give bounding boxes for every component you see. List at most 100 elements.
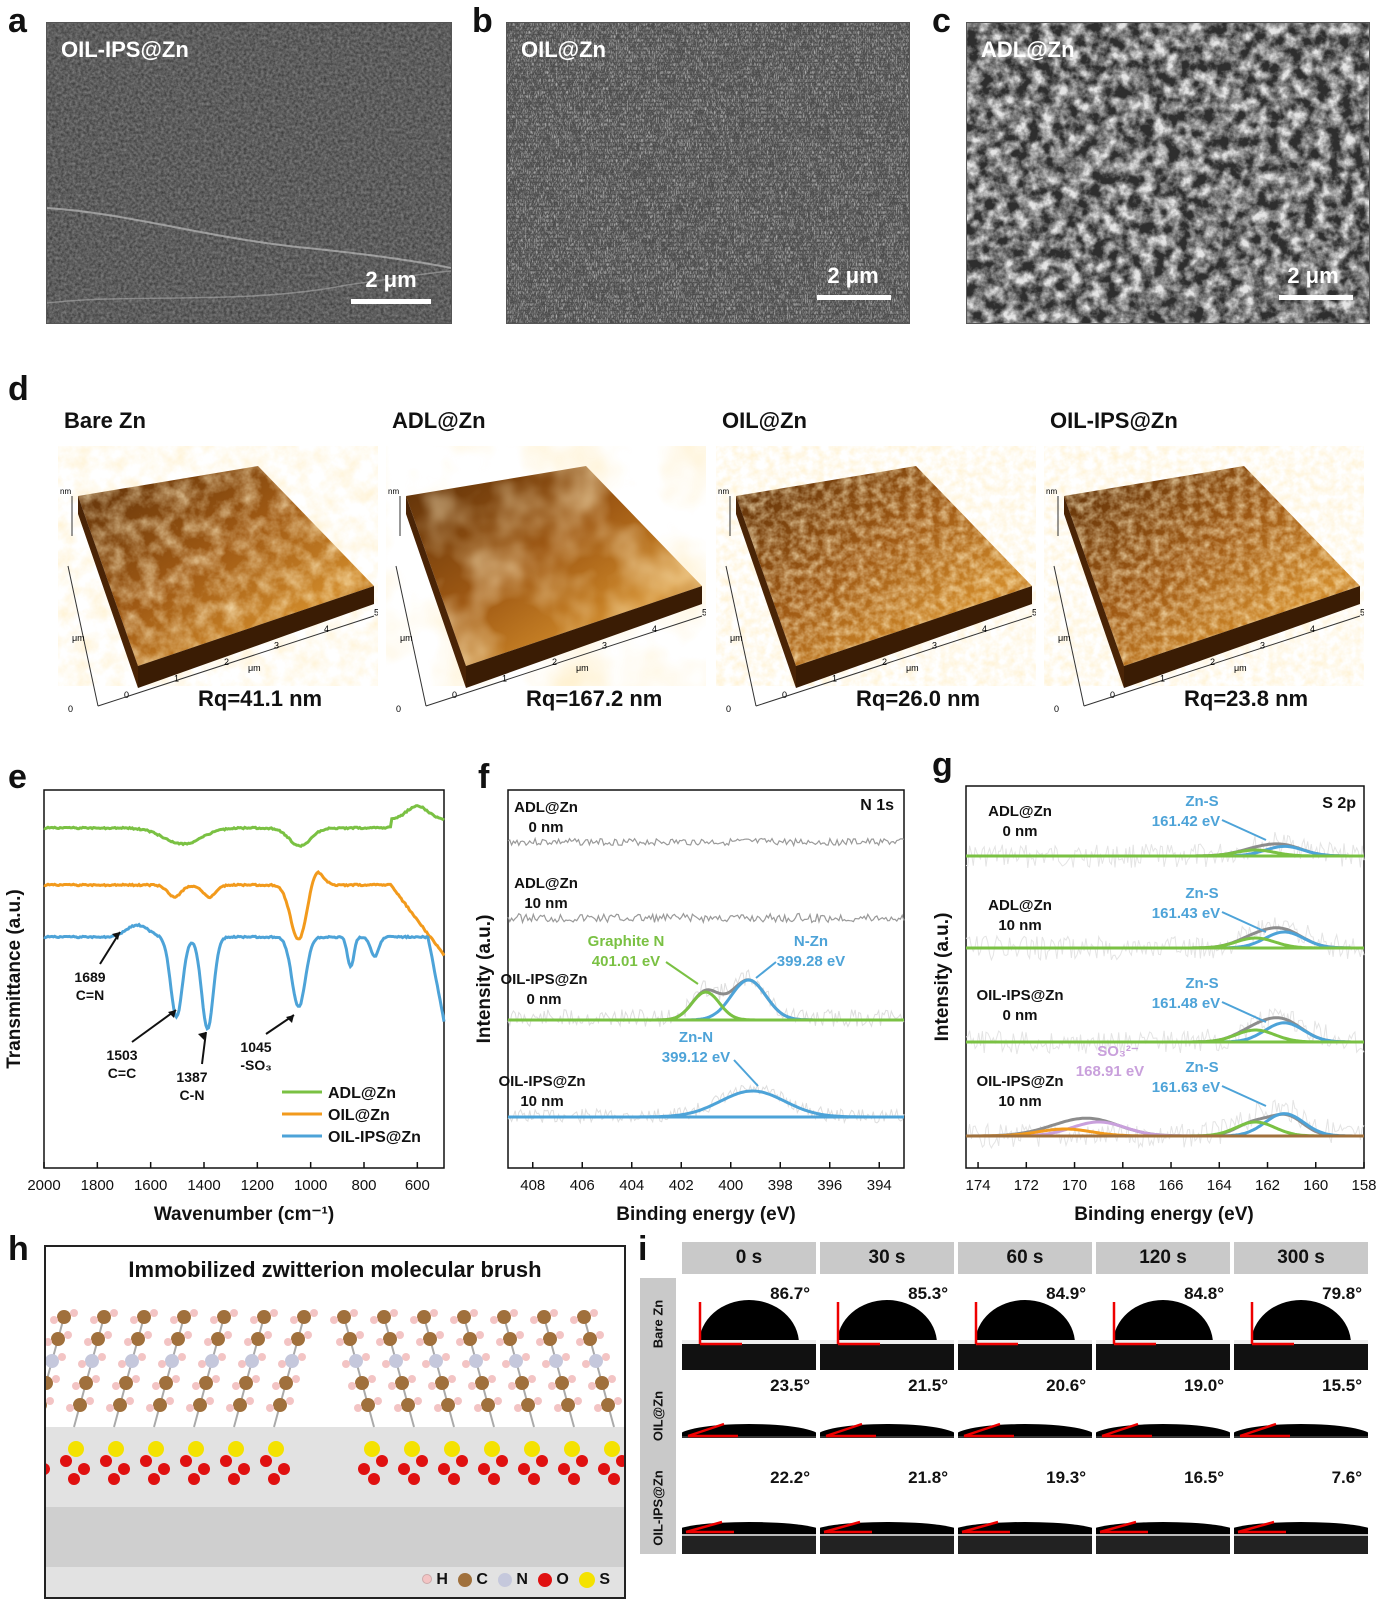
arrow-head <box>168 1010 176 1018</box>
afm-x-unit: μm <box>248 663 261 673</box>
peak-arrow <box>1221 911 1267 933</box>
atom <box>119 1376 133 1390</box>
atom-h <box>226 1404 234 1412</box>
panel-label-f: f <box>478 758 490 796</box>
atom-h <box>70 1309 78 1317</box>
peak-arrow <box>755 961 777 979</box>
atom-h <box>376 1338 384 1346</box>
atom-h <box>522 1353 530 1361</box>
afm-y-axis <box>395 565 427 707</box>
atom-s <box>364 1441 380 1457</box>
contact-angle-value: 20.6° <box>1046 1376 1086 1395</box>
atom-h <box>602 1353 610 1361</box>
atom-o <box>238 1463 250 1475</box>
atom <box>435 1376 449 1390</box>
panel-label-d: d <box>8 370 29 408</box>
atom-h <box>178 1353 186 1361</box>
scale-bar <box>351 299 431 304</box>
legend-n: N <box>497 1571 528 1589</box>
atom-h <box>92 1375 100 1383</box>
atom-h <box>430 1309 438 1317</box>
afm-x-axis <box>755 615 1033 707</box>
afm-z-unit: nm <box>60 487 71 496</box>
droplet-image: 85.3° <box>820 1278 954 1370</box>
afm-panel: ADL@Zn nm μm μm 0 1 2 3 4 5 0 Rq=167.2 nm <box>386 400 706 720</box>
atom-h <box>528 1375 536 1383</box>
atom-legend: H C N O S <box>421 1571 610 1589</box>
atom-s <box>108 1441 124 1457</box>
atom-h <box>502 1360 510 1368</box>
afm-x-tick: 2 <box>882 657 887 667</box>
x-tick-label: 404 <box>619 1177 644 1194</box>
panel-label-c: c <box>932 2 951 40</box>
droplet-shape <box>1234 1422 1368 1462</box>
atom-h <box>270 1309 278 1317</box>
afm-x-tick: 3 <box>932 641 937 651</box>
atom-h <box>474 1404 482 1412</box>
droplet-shape <box>820 1520 954 1554</box>
x-tick-label: 2000 <box>27 1177 60 1194</box>
atom-h <box>278 1360 286 1368</box>
sem-image-adl: ADL@Zn 2 μm <box>966 22 1370 324</box>
atom-o <box>46 1463 50 1475</box>
atom <box>377 1310 391 1324</box>
droplet-image: 7.6° <box>1234 1462 1368 1554</box>
time-header: 60 s <box>958 1242 1092 1274</box>
atom-s <box>444 1441 460 1457</box>
x-tick-label: 408 <box>520 1177 545 1194</box>
peak-name: Zn-S <box>1185 975 1218 992</box>
atom <box>543 1332 557 1346</box>
x-tick-label: 800 <box>351 1177 376 1194</box>
atom <box>131 1332 145 1346</box>
atom <box>159 1376 173 1390</box>
atom <box>549 1354 563 1368</box>
atom-h <box>570 1316 578 1324</box>
droplet-image: 15.5° <box>1234 1370 1368 1462</box>
atom <box>497 1310 511 1324</box>
atom-h <box>138 1353 146 1361</box>
atom-h <box>590 1309 598 1317</box>
peak-energy: 399.28 eV <box>777 953 845 970</box>
atom-h <box>246 1397 254 1405</box>
legend-c-label: C <box>476 1571 488 1588</box>
afm-panel: OIL@Zn nm μm μm 0 1 2 3 4 5 0 Rq=26.0 nm <box>716 400 1036 720</box>
contact-angle-value: 84.8° <box>1184 1284 1224 1303</box>
atom-h <box>166 1397 174 1405</box>
afm-x-axis <box>425 615 703 707</box>
atom-h <box>542 1360 550 1368</box>
peak-name: Graphite N <box>588 933 665 950</box>
afm-x-tick: 5 <box>374 608 378 618</box>
atom <box>297 1310 311 1324</box>
atom <box>279 1376 293 1390</box>
atom-h <box>348 1382 356 1390</box>
spectrum-line <box>507 912 905 925</box>
afm-x-tick: 3 <box>274 641 279 651</box>
afm-title: OIL-IPS@Zn <box>1050 408 1178 433</box>
peak-name: N-Zn <box>794 933 828 950</box>
contact-angle-value: 21.8° <box>908 1468 948 1487</box>
time-header: 30 s <box>820 1242 954 1274</box>
atom <box>457 1310 471 1324</box>
chart-title: S 2p <box>1322 795 1356 812</box>
atom-o <box>158 1463 170 1475</box>
atom-o <box>408 1473 420 1485</box>
droplet-image: 20.6° <box>958 1370 1092 1462</box>
atom-h <box>164 1338 172 1346</box>
peak-name: Zn-S <box>1185 793 1218 810</box>
x-tick-label: 170 <box>1062 1177 1087 1194</box>
contact-angle-value: 7.6° <box>1331 1468 1362 1487</box>
atom-o <box>608 1473 620 1485</box>
atom-o <box>568 1473 580 1485</box>
atom-h <box>422 1360 430 1368</box>
afm-x-tick: 3 <box>602 641 607 651</box>
atom <box>601 1398 615 1412</box>
atom-h <box>146 1404 154 1412</box>
atom-s <box>188 1441 204 1457</box>
atom-h <box>124 1338 132 1346</box>
sample-depth: 10 nm <box>998 917 1041 934</box>
atom-h <box>416 1338 424 1346</box>
contact-angle-value: 19.3° <box>1046 1468 1086 1487</box>
afm-x-tick: 1 <box>832 674 837 684</box>
atom-h <box>118 1360 126 1368</box>
panel-label-e: e <box>8 758 27 796</box>
